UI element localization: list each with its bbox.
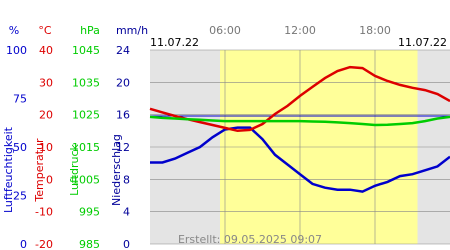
y-tick-label: 75 <box>13 93 27 106</box>
y-tick-label: 16 <box>116 109 130 122</box>
y-tick-label: 995 <box>79 206 100 219</box>
y-tick-label: -10 <box>35 206 53 219</box>
axis-unit: mm/h <box>116 24 148 37</box>
y-tick-label: 20 <box>39 109 53 122</box>
y-tick-label: 30 <box>39 76 53 89</box>
axis-title: Temperatur <box>33 138 46 203</box>
x-tick-label: 06:00 <box>209 24 241 37</box>
y-tick-label: 1015 <box>72 141 100 154</box>
footer: Erstellt: 09.05.2025 09:07 <box>178 233 322 246</box>
y-tick-label: -20 <box>35 238 53 250</box>
axis-title: Niederschlag <box>110 134 123 206</box>
y-tick-label: 0 <box>123 238 130 250</box>
x-tick-label: 18:00 <box>359 24 391 37</box>
y-tick-label: 1025 <box>72 109 100 122</box>
y-tick-label: 12 <box>116 141 130 154</box>
y-tick-label: 10 <box>39 141 53 154</box>
data-line <box>149 65 450 133</box>
y-tick-label: 25 <box>13 190 27 203</box>
axis-unit: °C <box>38 24 52 37</box>
axis-title: Luftdruck <box>68 143 81 195</box>
date-left: 11.07.22 <box>150 36 199 49</box>
axis-unit: % <box>9 24 19 37</box>
axis-title: Luftfeuchtigkeit <box>2 126 15 213</box>
y-tick-label: 100 <box>6 44 27 57</box>
y-tick-label: 0 <box>46 173 53 186</box>
data-line <box>150 126 450 193</box>
y-tick-label: 40 <box>39 44 53 57</box>
y-tick-label: 4 <box>123 206 130 219</box>
y-tick-label: 985 <box>79 238 100 250</box>
x-tick-label: 12:00 <box>284 24 316 37</box>
y-tick-label: 1005 <box>72 173 100 186</box>
y-tick-label: 0 <box>20 238 27 250</box>
date-right: 11.07.22 <box>398 36 447 49</box>
axis-unit: hPa <box>80 24 100 37</box>
y-tick-label: 8 <box>123 173 130 186</box>
y-tick-label: 50 <box>13 141 27 154</box>
y-tick-label: 1045 <box>72 44 100 57</box>
y-tick-label: 24 <box>116 44 130 57</box>
y-tick-label: 1035 <box>72 76 100 89</box>
data-line <box>149 115 450 127</box>
y-tick-label: 20 <box>116 76 130 89</box>
